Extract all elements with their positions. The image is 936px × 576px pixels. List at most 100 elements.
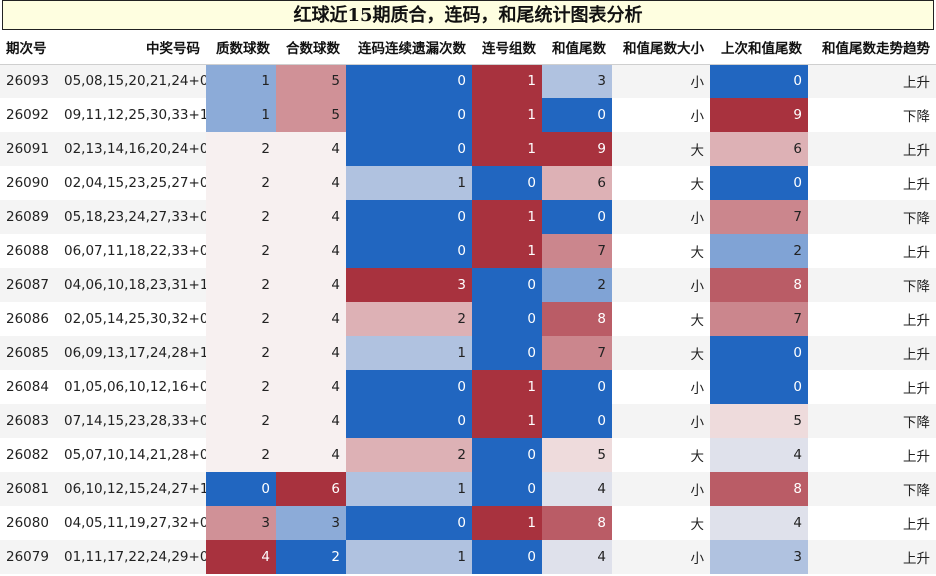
cell-composite-count: 4: [276, 268, 346, 302]
cell-numbers: 05,07,10,14,21,28+04: [58, 438, 206, 472]
table-row: 26083 07,14,15,23,28,33+03 2 4 0 1 0 小 5 下降: [0, 404, 936, 438]
cell-issue: 26093: [0, 64, 58, 98]
cell-sum-tail: 7: [542, 234, 612, 268]
cell-consecutive-miss: 1: [346, 336, 472, 370]
cell-composite-count: 4: [276, 370, 346, 404]
col-header-consecutive-miss: 连码连续遗漏次数: [346, 30, 472, 65]
cell-sum-tail: 6: [542, 166, 612, 200]
cell-consecutive-groups: 0: [472, 438, 542, 472]
cell-consecutive-groups: 1: [472, 98, 542, 132]
cell-numbers: 06,07,11,18,22,33+05: [58, 234, 206, 268]
cell-consecutive-groups: 1: [472, 506, 542, 540]
cell-sum-tail-size: 小: [612, 540, 710, 574]
cell-prime-count: 0: [206, 472, 276, 506]
cell-sum-tail-trend: 上升: [808, 540, 936, 574]
cell-issue: 26083: [0, 404, 58, 438]
cell-sum-tail-size: 大: [612, 438, 710, 472]
cell-consecutive-miss: 0: [346, 64, 472, 98]
cell-last-sum-tail: 8: [710, 268, 808, 302]
cell-prime-count: 2: [206, 234, 276, 268]
cell-numbers: 06,09,13,17,24,28+15: [58, 336, 206, 370]
cell-numbers: 02,04,15,23,25,27+03: [58, 166, 206, 200]
cell-issue: 26084: [0, 370, 58, 404]
cell-sum-tail-trend: 上升: [808, 336, 936, 370]
cell-prime-count: 2: [206, 438, 276, 472]
col-header-composite-count: 合数球数: [276, 30, 346, 65]
cell-consecutive-miss: 0: [346, 234, 472, 268]
cell-last-sum-tail: 5: [710, 404, 808, 438]
cell-sum-tail-size: 大: [612, 166, 710, 200]
cell-composite-count: 4: [276, 234, 346, 268]
cell-last-sum-tail: 4: [710, 506, 808, 540]
cell-issue: 26081: [0, 472, 58, 506]
col-header-prime-count: 质数球数: [206, 30, 276, 65]
cell-sum-tail-size: 小: [612, 200, 710, 234]
cell-numbers: 05,08,15,20,21,24+09: [58, 64, 206, 98]
cell-numbers: 04,06,10,18,23,31+11: [58, 268, 206, 302]
cell-last-sum-tail: 0: [710, 64, 808, 98]
cell-composite-count: 4: [276, 166, 346, 200]
cell-prime-count: 1: [206, 98, 276, 132]
table-row: 26084 01,05,06,10,12,16+05 2 4 0 1 0 小 0 上升: [0, 370, 936, 404]
table-body: 26093 05,08,15,20,21,24+09 1 5 0 1 3 小 0 上升 26092 0…: [0, 64, 936, 574]
cell-sum-tail: 4: [542, 472, 612, 506]
cell-consecutive-groups: 1: [472, 370, 542, 404]
cell-composite-count: 4: [276, 302, 346, 336]
cell-issue: 26091: [0, 132, 58, 166]
cell-prime-count: 2: [206, 370, 276, 404]
col-header-consecutive-groups: 连号组数: [472, 30, 542, 65]
cell-consecutive-miss: 0: [346, 132, 472, 166]
cell-issue: 26087: [0, 268, 58, 302]
cell-sum-tail-size: 小: [612, 64, 710, 98]
cell-sum-tail-size: 小: [612, 472, 710, 506]
cell-sum-tail: 7: [542, 336, 612, 370]
cell-numbers: 04,05,11,19,27,32+01: [58, 506, 206, 540]
cell-prime-count: 2: [206, 166, 276, 200]
cell-consecutive-miss: 0: [346, 370, 472, 404]
cell-consecutive-miss: 2: [346, 302, 472, 336]
cell-consecutive-miss: 2: [346, 438, 472, 472]
cell-sum-tail-trend: 上升: [808, 370, 936, 404]
cell-issue: 26090: [0, 166, 58, 200]
table-row: 26081 06,10,12,15,24,27+12 0 6 1 0 4 小 8 下降: [0, 472, 936, 506]
cell-consecutive-miss: 1: [346, 472, 472, 506]
stats-table: 期次号 中奖号码 质数球数 合数球数 连码连续遗漏次数 连号组数 和值尾数 和值尾数大小 上次和…: [0, 30, 936, 574]
table-row: 26082 05,07,10,14,21,28+04 2 4 2 0 5 大 4 上升: [0, 438, 936, 472]
cell-sum-tail-trend: 下降: [808, 268, 936, 302]
cell-last-sum-tail: 0: [710, 370, 808, 404]
cell-sum-tail-trend: 下降: [808, 98, 936, 132]
cell-last-sum-tail: 2: [710, 234, 808, 268]
cell-prime-count: 2: [206, 302, 276, 336]
cell-consecutive-groups: 0: [472, 336, 542, 370]
cell-composite-count: 4: [276, 200, 346, 234]
cell-consecutive-groups: 1: [472, 404, 542, 438]
cell-sum-tail-trend: 上升: [808, 132, 936, 166]
table-row: 26092 09,11,12,25,30,33+11 1 5 0 1 0 小 9 下降: [0, 98, 936, 132]
cell-consecutive-miss: 0: [346, 200, 472, 234]
table-row: 26091 02,13,14,16,20,24+05 2 4 0 1 9 大 6 上升: [0, 132, 936, 166]
table-row: 26087 04,06,10,18,23,31+11 2 4 3 0 2 小 8 下降: [0, 268, 936, 302]
header-row: 期次号 中奖号码 质数球数 合数球数 连码连续遗漏次数 连号组数 和值尾数 和值尾数大小 上次和…: [0, 30, 936, 65]
cell-prime-count: 1: [206, 64, 276, 98]
cell-last-sum-tail: 3: [710, 540, 808, 574]
cell-composite-count: 4: [276, 438, 346, 472]
cell-issue: 26086: [0, 302, 58, 336]
cell-composite-count: 2: [276, 540, 346, 574]
cell-sum-tail-size: 大: [612, 302, 710, 336]
cell-last-sum-tail: 7: [710, 302, 808, 336]
cell-numbers: 07,14,15,23,28,33+03: [58, 404, 206, 438]
col-header-sum-tail-trend: 和值尾数走势趋势: [808, 30, 936, 65]
cell-sum-tail: 0: [542, 200, 612, 234]
cell-sum-tail-size: 大: [612, 234, 710, 268]
cell-sum-tail-size: 大: [612, 336, 710, 370]
table-row: 26089 05,18,23,24,27,33+03 2 4 0 1 0 小 7 下降: [0, 200, 936, 234]
cell-issue: 26085: [0, 336, 58, 370]
col-header-last-sum-tail: 上次和值尾数: [710, 30, 808, 65]
cell-prime-count: 2: [206, 268, 276, 302]
cell-sum-tail-trend: 下降: [808, 472, 936, 506]
cell-issue: 26079: [0, 540, 58, 574]
cell-prime-count: 2: [206, 200, 276, 234]
cell-sum-tail: 0: [542, 98, 612, 132]
cell-composite-count: 5: [276, 98, 346, 132]
cell-consecutive-groups: 1: [472, 234, 542, 268]
